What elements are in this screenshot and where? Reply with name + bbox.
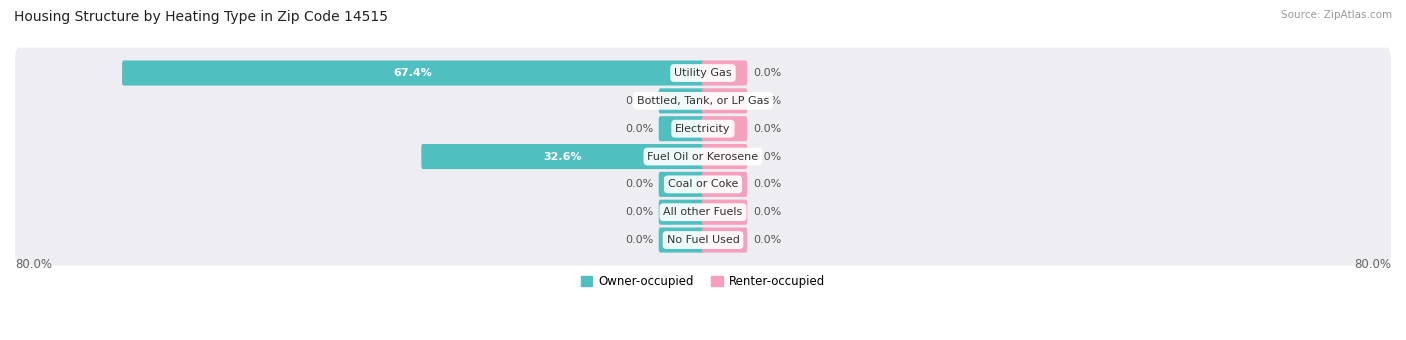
FancyBboxPatch shape bbox=[15, 103, 1391, 154]
FancyBboxPatch shape bbox=[658, 116, 704, 141]
Text: 0.0%: 0.0% bbox=[624, 124, 654, 134]
Text: 0.0%: 0.0% bbox=[752, 124, 782, 134]
Text: All other Fuels: All other Fuels bbox=[664, 207, 742, 217]
Text: 0.0%: 0.0% bbox=[752, 152, 782, 162]
FancyBboxPatch shape bbox=[15, 187, 1391, 238]
Text: 0.0%: 0.0% bbox=[624, 180, 654, 189]
Text: No Fuel Used: No Fuel Used bbox=[666, 235, 740, 245]
Text: 0.0%: 0.0% bbox=[752, 96, 782, 106]
FancyBboxPatch shape bbox=[15, 48, 1391, 98]
Text: 0.0%: 0.0% bbox=[752, 180, 782, 189]
Text: Bottled, Tank, or LP Gas: Bottled, Tank, or LP Gas bbox=[637, 96, 769, 106]
FancyBboxPatch shape bbox=[702, 61, 748, 86]
Text: 0.0%: 0.0% bbox=[624, 235, 654, 245]
FancyBboxPatch shape bbox=[15, 159, 1391, 210]
FancyBboxPatch shape bbox=[658, 227, 704, 253]
FancyBboxPatch shape bbox=[122, 61, 704, 86]
FancyBboxPatch shape bbox=[658, 172, 704, 197]
FancyBboxPatch shape bbox=[658, 88, 704, 113]
Text: 0.0%: 0.0% bbox=[624, 207, 654, 217]
Text: 0.0%: 0.0% bbox=[752, 235, 782, 245]
FancyBboxPatch shape bbox=[658, 200, 704, 225]
Text: 32.6%: 32.6% bbox=[544, 152, 582, 162]
Text: Source: ZipAtlas.com: Source: ZipAtlas.com bbox=[1281, 10, 1392, 20]
FancyBboxPatch shape bbox=[702, 227, 748, 253]
FancyBboxPatch shape bbox=[702, 200, 748, 225]
FancyBboxPatch shape bbox=[702, 88, 748, 113]
Legend: Owner-occupied, Renter-occupied: Owner-occupied, Renter-occupied bbox=[576, 270, 830, 293]
Text: 67.4%: 67.4% bbox=[394, 68, 433, 78]
Text: Utility Gas: Utility Gas bbox=[675, 68, 731, 78]
FancyBboxPatch shape bbox=[702, 172, 748, 197]
FancyBboxPatch shape bbox=[15, 75, 1391, 126]
Text: Fuel Oil or Kerosene: Fuel Oil or Kerosene bbox=[647, 152, 759, 162]
Text: 0.0%: 0.0% bbox=[752, 68, 782, 78]
Text: 0.0%: 0.0% bbox=[752, 207, 782, 217]
FancyBboxPatch shape bbox=[422, 144, 704, 169]
FancyBboxPatch shape bbox=[702, 116, 748, 141]
FancyBboxPatch shape bbox=[702, 144, 748, 169]
FancyBboxPatch shape bbox=[15, 215, 1391, 266]
Text: 0.0%: 0.0% bbox=[624, 96, 654, 106]
FancyBboxPatch shape bbox=[15, 131, 1391, 182]
Text: Coal or Coke: Coal or Coke bbox=[668, 180, 738, 189]
Text: Electricity: Electricity bbox=[675, 124, 731, 134]
Text: 80.0%: 80.0% bbox=[1354, 258, 1391, 271]
Text: Housing Structure by Heating Type in Zip Code 14515: Housing Structure by Heating Type in Zip… bbox=[14, 10, 388, 24]
Text: 80.0%: 80.0% bbox=[15, 258, 52, 271]
